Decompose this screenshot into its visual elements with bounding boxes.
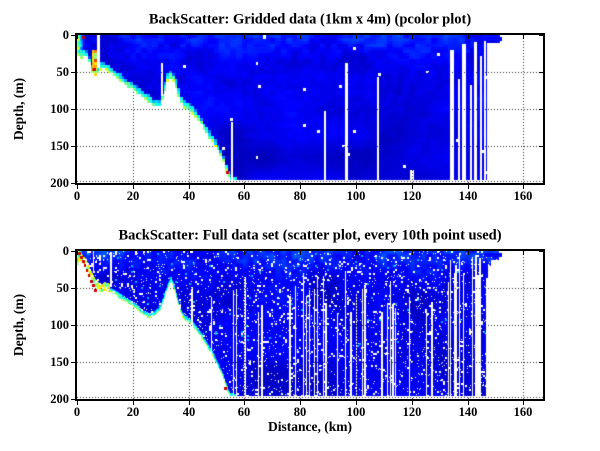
y-tick-mark	[71, 109, 75, 110]
x-tick-mark-top	[77, 35, 78, 39]
x-tick-mark-top	[300, 35, 301, 39]
x-tick-mark	[133, 401, 134, 405]
x-tick-mark	[523, 401, 524, 405]
y-tick-mark-right	[539, 288, 543, 289]
y-tick-label: 100	[50, 318, 69, 332]
y-tick-mark-right	[539, 399, 543, 400]
y-tick-mark-right	[539, 183, 543, 184]
y-tick-mark	[71, 72, 75, 73]
y-tick-label: 100	[50, 102, 69, 116]
y-tick-label: 200	[50, 392, 69, 406]
x-tick-mark-top	[356, 251, 357, 255]
y-tick-mark	[71, 325, 75, 326]
x-tick-mark-top	[412, 35, 413, 39]
x-tick-label: 120	[402, 189, 422, 203]
x-tick-label: 20	[126, 405, 140, 419]
y-tick-mark-right	[539, 146, 543, 147]
x-tick-mark	[244, 185, 245, 189]
x-tick-label: 140	[458, 189, 478, 203]
x-tick-mark	[189, 185, 190, 189]
pcolor-y-axis-label: Depth, (m)	[11, 77, 26, 141]
x-tick-mark	[412, 185, 413, 189]
y-tick-mark	[71, 35, 75, 36]
y-tick-mark-right	[539, 325, 543, 326]
x-tick-mark	[468, 401, 469, 405]
y-tick-mark	[71, 183, 75, 184]
x-tick-mark	[189, 401, 190, 405]
y-tick-mark-right	[539, 362, 543, 363]
x-tick-mark	[412, 401, 413, 405]
x-tick-mark-top	[356, 35, 357, 39]
x-tick-mark-top	[189, 35, 190, 39]
x-tick-mark	[523, 185, 524, 189]
x-tick-mark	[468, 185, 469, 189]
x-tick-label: 0	[73, 405, 81, 419]
y-tick-label: 50	[56, 281, 70, 295]
x-tick-mark-top	[523, 35, 524, 39]
y-tick-mark-right	[539, 251, 543, 252]
x-tick-mark-top	[468, 251, 469, 255]
x-tick-mark-top	[189, 251, 190, 255]
y-tick-mark	[71, 288, 75, 289]
x-tick-mark-top	[244, 251, 245, 255]
x-tick-mark-top	[523, 251, 524, 255]
pcolor-plot-canvas	[77, 35, 543, 183]
y-tick-mark-right	[539, 109, 543, 110]
x-tick-mark-top	[77, 251, 78, 255]
x-tick-mark-top	[133, 251, 134, 255]
x-tick-mark	[244, 401, 245, 405]
scatter-plot-canvas	[77, 251, 543, 399]
x-tick-label: 120	[402, 405, 422, 419]
y-tick-label: 150	[50, 355, 69, 369]
x-axis-label: Distance, (km)	[268, 419, 352, 434]
y-tick-mark	[71, 146, 75, 147]
y-tick-label: 150	[50, 139, 69, 153]
y-tick-mark	[71, 362, 75, 363]
x-tick-mark	[356, 401, 357, 405]
y-tick-mark	[71, 251, 75, 252]
x-tick-label: 40	[182, 189, 196, 203]
y-tick-label: 0	[62, 244, 69, 258]
x-tick-mark	[356, 185, 357, 189]
x-tick-label: 0	[73, 189, 81, 203]
y-tick-mark-right	[539, 72, 543, 73]
y-tick-mark-right	[539, 35, 543, 36]
pcolor-plot-title: BackScatter: Gridded data (1km x 4m) (pc…	[148, 11, 472, 28]
x-tick-label: 140	[458, 405, 478, 419]
x-tick-label: 80	[293, 405, 307, 419]
x-tick-label: 60	[237, 189, 251, 203]
x-tick-mark	[300, 401, 301, 405]
y-tick-label: 0	[62, 28, 69, 42]
x-tick-mark	[133, 185, 134, 189]
x-tick-label: 160	[513, 405, 533, 419]
y-tick-label: 200	[50, 176, 69, 190]
x-tick-label: 160	[513, 189, 533, 203]
x-tick-mark-top	[133, 35, 134, 39]
x-tick-label: 80	[293, 189, 307, 203]
scatter-plot-title: BackScatter: Full data set (scatter plot…	[118, 227, 502, 244]
y-tick-label: 50	[56, 65, 70, 79]
x-tick-mark-top	[244, 35, 245, 39]
y-tick-mark	[71, 399, 75, 400]
x-tick-label: 100	[346, 405, 366, 419]
x-tick-label: 20	[126, 189, 140, 203]
x-tick-mark-top	[412, 251, 413, 255]
x-tick-label: 60	[237, 405, 251, 419]
x-tick-mark	[300, 185, 301, 189]
x-tick-mark-top	[468, 35, 469, 39]
x-tick-label: 40	[182, 405, 196, 419]
x-tick-mark-top	[300, 251, 301, 255]
scatter-y-axis-label: Depth, (m)	[11, 293, 26, 357]
x-tick-mark	[77, 185, 78, 189]
x-tick-mark	[77, 401, 78, 405]
x-tick-label: 100	[346, 189, 366, 203]
